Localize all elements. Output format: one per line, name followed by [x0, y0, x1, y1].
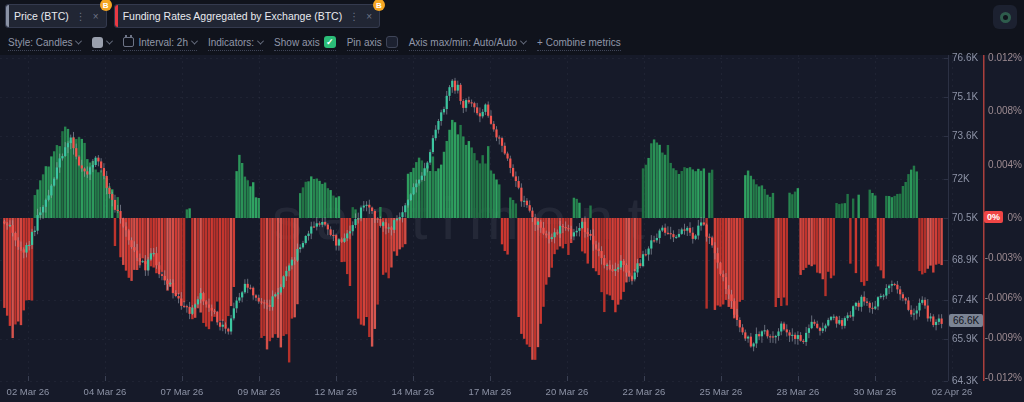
- funding-axis-label: -0.006%: [984, 292, 1022, 303]
- close-icon[interactable]: ×: [366, 11, 372, 22]
- chevron-down-icon: [520, 37, 527, 44]
- price-funding-chart-canvas[interactable]: [0, 55, 1024, 402]
- kebab-menu-icon[interactable]: ⋮: [349, 11, 359, 22]
- funding-axis-label: -0.009%: [984, 332, 1022, 343]
- combine-metrics-label: + Combine metrics: [537, 37, 621, 48]
- toolbar: Style: Candles Interval: 2h Indicators: …: [0, 32, 1024, 55]
- tab-label: Price (BTC): [14, 10, 69, 22]
- funding-axis-label: -0.003%: [984, 252, 1022, 263]
- tab-price-btc[interactable]: Price (BTC) ⋮ × B: [5, 4, 107, 28]
- tab-accent: [115, 5, 118, 27]
- tab-accent: [6, 5, 9, 27]
- chevron-down-icon: [75, 37, 82, 44]
- price-axis-label: 70.5K: [952, 212, 978, 223]
- date-axis-label: 22 Mar 26: [623, 386, 666, 397]
- price-axis-label: 65.9K: [952, 333, 978, 344]
- color-swatch: [92, 37, 103, 48]
- date-axis-label: 02 Apr 26: [932, 386, 973, 397]
- interval-icon: [123, 37, 134, 47]
- axis-maxmin-dropdown[interactable]: Axis max/min: Auto/Auto: [409, 37, 526, 51]
- price-axis-label: 75.1K: [952, 91, 978, 102]
- funding-zero-badge: 0%: [984, 211, 1003, 223]
- tab-funding-rates[interactable]: Funding Rates Aggregated by Exchange (BT…: [114, 4, 380, 28]
- show-axis-label: Show axis: [274, 37, 320, 48]
- target-icon: [1000, 12, 1011, 23]
- date-axis-label: 14 Mar 26: [392, 386, 435, 397]
- axis-maxmin-label: Axis max/min: Auto/Auto: [409, 37, 517, 48]
- color-swatch-dropdown[interactable]: [92, 37, 112, 51]
- price-axis-label: 67.4K: [952, 294, 978, 305]
- date-axis-label: 20 Mar 26: [546, 386, 589, 397]
- funding-axis-label: -0.012%: [984, 372, 1022, 383]
- chevron-down-icon: [106, 37, 113, 44]
- price-axis-label: 76.6K: [952, 52, 978, 63]
- show-axis-control[interactable]: Show axis ✓: [274, 36, 336, 51]
- date-axis-label: 04 Mar 26: [84, 386, 127, 397]
- combine-metrics-button[interactable]: + Combine metrics: [537, 37, 621, 51]
- style-dropdown[interactable]: Style: Candles: [8, 37, 81, 51]
- indicators-label: Indicators:: [208, 37, 254, 48]
- chart-settings-button[interactable]: [993, 5, 1017, 29]
- date-axis-label: 02 Mar 26: [7, 386, 50, 397]
- funding-axis-label: 0.004%: [984, 159, 1022, 170]
- date-axis-label: 12 Mar 26: [315, 386, 358, 397]
- interval-dropdown[interactable]: Interval: 2h: [123, 37, 196, 51]
- funding-axis-label: 0.012%: [984, 52, 1022, 63]
- interval-label: Interval: 2h: [138, 37, 187, 48]
- tabs-bar: Price (BTC) ⋮ × B Funding Rates Aggregat…: [0, 0, 1024, 32]
- kebab-menu-icon[interactable]: ⋮: [76, 11, 86, 22]
- chart-area[interactable]: 76.6K 75.1K 73.6K 72K 70.5K 68.9K 67.4K 65.9K 64…: [0, 55, 1024, 402]
- tab-label: Funding Rates Aggregated by Exchange (BT…: [123, 10, 342, 22]
- style-label: Style: Candles: [8, 37, 72, 48]
- date-axis-label: 28 Mar 26: [777, 386, 820, 397]
- current-price-badge: 66.6K: [949, 314, 983, 327]
- date-axis-label: 09 Mar 26: [238, 386, 281, 397]
- date-axis-label: 30 Mar 26: [854, 386, 897, 397]
- close-icon[interactable]: ×: [93, 11, 99, 22]
- indicators-dropdown[interactable]: Indicators:: [208, 37, 263, 51]
- bitcoin-badge-icon: B: [373, 0, 385, 11]
- price-axis-label: 73.6K: [952, 130, 978, 141]
- price-axis-label: 72K: [952, 173, 970, 184]
- chevron-down-icon: [191, 37, 198, 44]
- price-axis-label: 68.9K: [952, 254, 978, 265]
- price-axis-label: 64.3K: [952, 375, 978, 386]
- pin-axis-checkbox[interactable]: [386, 36, 398, 48]
- date-axis-label: 17 Mar 26: [469, 386, 512, 397]
- pin-axis-label: Pin axis: [347, 37, 382, 48]
- funding-axis-label: 0.008%: [984, 105, 1022, 116]
- bitcoin-badge-icon: B: [100, 0, 112, 11]
- date-axis-label: 25 Mar 26: [700, 386, 743, 397]
- chevron-down-icon: [257, 37, 264, 44]
- date-axis-label: 07 Mar 26: [161, 386, 204, 397]
- show-axis-checkbox[interactable]: ✓: [324, 36, 336, 48]
- pin-axis-control[interactable]: Pin axis: [347, 36, 398, 51]
